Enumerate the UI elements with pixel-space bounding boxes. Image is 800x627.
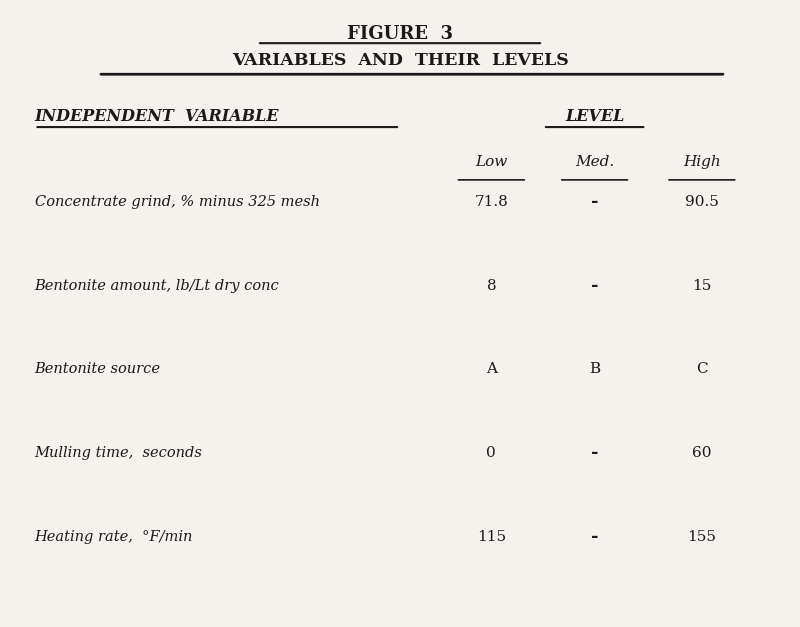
Text: High: High [683,155,721,169]
Text: Low: Low [475,155,507,169]
Text: A: A [486,362,497,376]
Text: Concentrate grind, % minus 325 mesh: Concentrate grind, % minus 325 mesh [34,194,319,209]
Text: -: - [591,192,598,211]
Text: 115: 115 [477,530,506,544]
Text: B: B [589,362,600,376]
Text: 71.8: 71.8 [474,194,508,209]
Text: -: - [591,277,598,295]
Text: 8: 8 [486,278,496,293]
Text: 155: 155 [687,530,716,544]
Text: -: - [591,528,598,546]
Text: VARIABLES  AND  THEIR  LEVELS: VARIABLES AND THEIR LEVELS [232,53,568,70]
Text: Bentonite amount, lb/Lt dry conc: Bentonite amount, lb/Lt dry conc [34,278,279,293]
Text: LEVEL: LEVEL [565,108,624,125]
Text: 0: 0 [486,446,496,460]
Text: 90.5: 90.5 [685,194,719,209]
Text: FIGURE  3: FIGURE 3 [347,24,453,43]
Text: 60: 60 [692,446,712,460]
Text: Med.: Med. [575,155,614,169]
Text: Mulling time,  seconds: Mulling time, seconds [34,446,202,460]
Text: -: - [591,445,598,462]
Text: C: C [696,362,708,376]
Text: 15: 15 [692,278,711,293]
Text: INDEPENDENT  VARIABLE: INDEPENDENT VARIABLE [34,108,279,125]
Text: Heating rate,  °F/min: Heating rate, °F/min [34,530,193,544]
Text: Bentonite source: Bentonite source [34,362,161,376]
